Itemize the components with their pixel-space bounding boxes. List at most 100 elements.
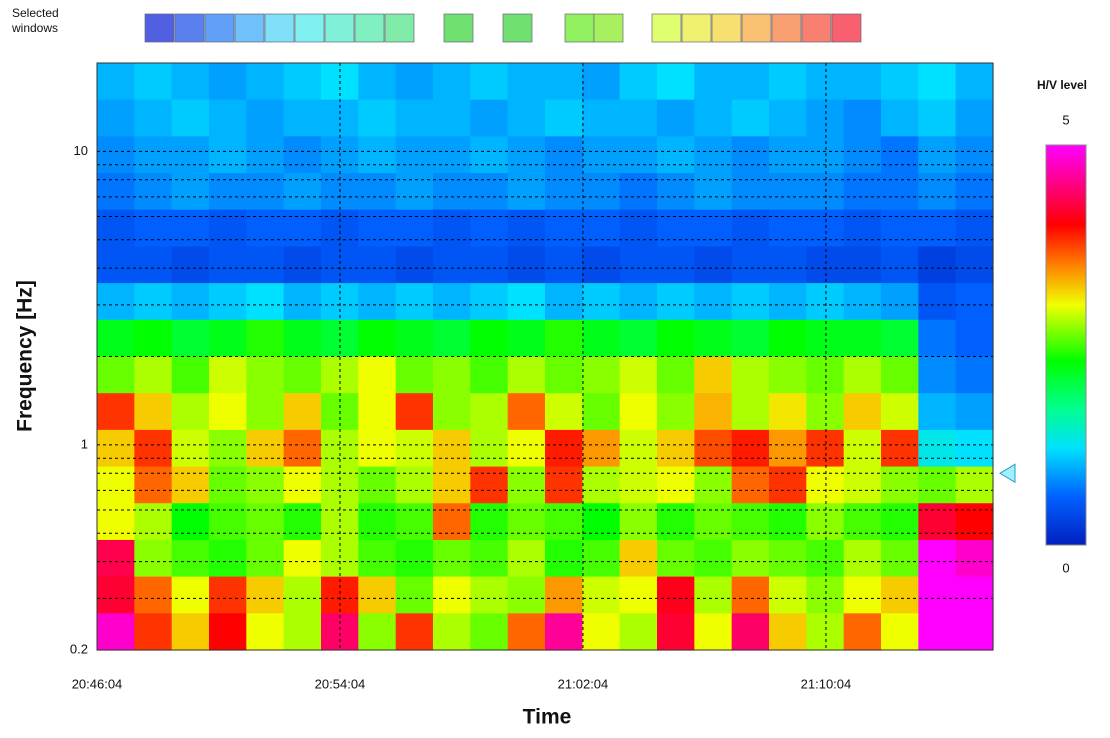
heat-cell [97,503,135,541]
window-block [144,13,175,43]
heat-cell [209,539,247,578]
y-tick-label: 0.2 [70,641,88,656]
heat-cell [918,209,957,248]
heat-cell [955,319,994,358]
heat-cell [843,613,882,651]
heat-cell [806,393,845,431]
heat-cell [283,356,322,394]
heat-cell [955,393,994,431]
heat-cell [769,246,807,284]
heat-cell [582,173,621,211]
heat-cell [97,539,135,578]
heat-cell [731,63,770,101]
heat-cell [358,136,397,174]
heat-cell [321,539,359,578]
heat-cell [619,246,658,284]
heat-cell [545,576,583,614]
heat-cell [246,136,285,174]
window-block [771,13,802,43]
heat-cell [283,209,322,248]
heat-cell [955,99,994,137]
heat-cell [358,393,397,431]
heat-cell [171,246,210,284]
heat-cell [918,539,957,578]
heat-cell [881,576,919,614]
heat-cell [918,576,957,614]
heat-cell [283,466,322,504]
heat-cell [134,393,173,431]
heat-cell [731,136,770,174]
heat-cell [507,613,546,651]
heat-cell [545,246,583,284]
heat-cell [769,393,807,431]
heat-cell [806,283,845,321]
heat-cell [283,613,322,651]
heat-cell [731,466,770,504]
heat-cell [769,209,807,248]
heat-cell [171,576,210,614]
heat-cell [433,246,471,284]
heat-cell [507,136,546,174]
heat-cell [582,319,621,358]
heat-cell [582,503,621,541]
heat-cell [507,356,546,394]
window-block [681,13,712,43]
heat-cell [545,99,583,137]
heat-cell [171,393,210,431]
heat-cell [470,283,509,321]
heat-cell [694,136,733,174]
heat-cell [134,429,173,468]
heat-cell [358,319,397,358]
heat-cell [731,613,770,651]
heat-cell [470,356,509,394]
y-tick-label: 10 [74,143,88,158]
heat-cell [470,99,509,137]
heat-cell [769,173,807,211]
window-block [234,13,265,43]
heat-cell [694,99,733,137]
heat-cell [731,576,770,614]
heat-cell [955,503,994,541]
heat-cell [843,503,882,541]
heat-cell [433,63,471,101]
heat-cell [470,613,509,651]
heat-cell [657,429,695,468]
heat-cell [918,503,957,541]
x-tick-label: 20:46:04 [72,676,123,691]
heat-cell [806,136,845,174]
heat-cell [246,503,285,541]
heat-cell [881,393,919,431]
heat-cell [395,173,434,211]
heat-cell [209,136,247,174]
heat-cell [433,466,471,504]
heat-cell [657,173,695,211]
heat-cell [209,466,247,504]
x-axis-title: Time [523,706,572,729]
heat-cell [171,356,210,394]
heat-cell [209,576,247,614]
heat-cell [918,283,957,321]
heat-cell [97,136,135,174]
heat-cell [97,63,135,101]
heat-cell [545,613,583,651]
heat-cell [507,283,546,321]
heat-cell [395,209,434,248]
heat-cell [507,429,546,468]
heat-cell [657,246,695,284]
heat-cell [470,539,509,578]
heat-cell [806,246,845,284]
heatmap [97,63,994,651]
window-block [831,13,862,43]
heat-cell [955,466,994,504]
heat-cell [806,99,845,137]
heat-cell [881,613,919,651]
window-block [711,13,742,43]
heat-cell [694,173,733,211]
heat-cell [171,63,210,101]
x-tick-label: 20:54:04 [315,676,366,691]
heat-cell [171,319,210,358]
heat-cell [881,173,919,211]
heat-cell [134,466,173,504]
heat-cell [433,136,471,174]
